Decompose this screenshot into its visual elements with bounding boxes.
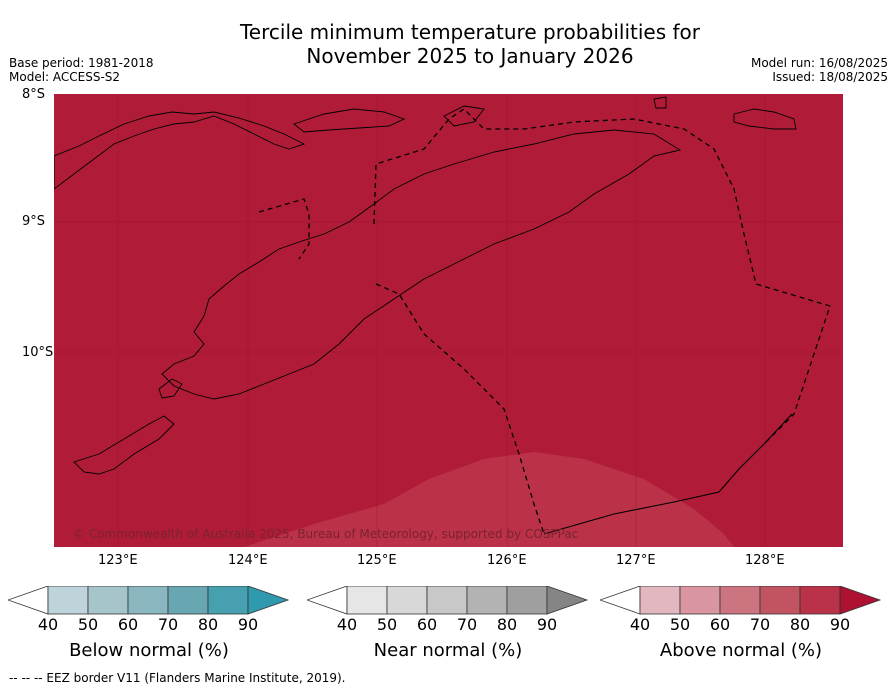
meta-right: Model run: 16/08/2025 Issued: 18/08/2025 (751, 56, 888, 84)
colorbar-near-bin-50-60 (386, 586, 428, 615)
colorbar-below-high-arrow (247, 586, 290, 615)
probability-field-above-80 (244, 452, 734, 547)
colorbar-below-bin-40-50 (47, 586, 89, 615)
probability-field-above-90 (54, 94, 843, 547)
colorbar-below-low-arrow (8, 586, 49, 615)
lon-label-128e: 128°E (745, 553, 785, 568)
eez-border-solid (543, 413, 793, 535)
colorbar-above-bin-60-70 (719, 586, 761, 615)
atauro-island-coastline (443, 105, 485, 127)
colorbar-near-bin-80-90 (506, 586, 548, 615)
colorbar-below-bin-70-80 (167, 586, 209, 615)
lon-label-126e: 126°E (487, 553, 527, 568)
meta-left: Base period: 1981-2018 Model: ACCESS-S2 (9, 56, 154, 84)
lon-label-123e: 123°E (98, 553, 138, 568)
lat-label-10s: 10°S (22, 345, 54, 360)
below-tick-70: 70 (157, 615, 179, 634)
colorbar-near-normal (307, 586, 589, 615)
model-name: Model: ACCESS-S2 (9, 70, 121, 84)
colorbar-above-low-arrow (600, 586, 641, 615)
gridlines (54, 94, 843, 547)
lon-label-127e: 127°E (616, 553, 656, 568)
colorbar-below-bin-60-70 (127, 586, 169, 615)
eez-border-oecusse (258, 198, 310, 260)
colorbar-above-bin-50-60 (679, 586, 721, 615)
rote-island-coastline (73, 415, 175, 475)
colorbar-above-high-arrow (839, 586, 882, 615)
title-line-2: November 2025 to January 2026 (306, 44, 634, 68)
copyright-notice: © Commonwealth of Australia 2025, Bureau… (73, 527, 579, 541)
colorbar-near-high-arrow (546, 586, 589, 615)
colorbar-above-bin-80-90 (799, 586, 841, 615)
lat-label-9s: 9°S (22, 214, 46, 229)
near-tick-60: 60 (416, 615, 438, 634)
below-tick-90: 90 (237, 615, 259, 634)
lon-label-125e: 125°E (357, 553, 397, 568)
colorbar-near-bin-70-80 (466, 586, 508, 615)
colorbar-below-bin-50-60 (87, 586, 129, 615)
near-tick-90: 90 (536, 615, 558, 634)
below-normal-label: Below normal (%) (69, 640, 229, 661)
base-period: Base period: 1981-2018 (9, 56, 154, 70)
semau-island-coastline (158, 378, 183, 399)
title-line-1: Tercile minimum temperature probabilitie… (239, 20, 701, 44)
colorbar-near-bin-60-70 (426, 586, 468, 615)
above-normal-label: Above normal (%) (659, 640, 823, 661)
flores-alor-coastline (53, 111, 306, 190)
eez-footer-note: -- -- -- EEZ border V11 (Flanders Marine… (9, 671, 346, 685)
small-island-coastline (653, 96, 667, 109)
near-tick-70: 70 (456, 615, 478, 634)
eez-border-south (375, 283, 545, 535)
colorbar-below-normal (8, 586, 290, 615)
below-tick-40: 40 (37, 615, 59, 634)
wetar-island-coastline (733, 108, 797, 130)
eez-border-timor-leste (373, 108, 831, 445)
timor-coastline (161, 129, 682, 400)
near-tick-50: 50 (376, 615, 398, 634)
map-title: Tercile minimum temperature probabilitie… (0, 20, 896, 68)
colorbar-below-bin-80-90 (207, 586, 249, 615)
below-tick-80: 80 (197, 615, 219, 634)
above-tick-60: 60 (709, 615, 731, 634)
below-tick-50: 50 (77, 615, 99, 634)
above-tick-80: 80 (789, 615, 811, 634)
lat-label-8s: 8°S (22, 87, 46, 102)
near-tick-40: 40 (336, 615, 358, 634)
alor-island-coastline (293, 108, 406, 133)
near-tick-80: 80 (496, 615, 518, 634)
colorbar-above-bin-40-50 (639, 586, 681, 615)
above-tick-70: 70 (749, 615, 771, 634)
colorbar-above-normal (600, 586, 882, 615)
colorbar-near-bin-40-50 (346, 586, 388, 615)
map-svg (53, 94, 843, 547)
model-run: Model run: 16/08/2025 (750, 56, 888, 70)
below-tick-60: 60 (117, 615, 139, 634)
colorbar-above-bin-70-80 (759, 586, 801, 615)
above-tick-90: 90 (829, 615, 851, 634)
colorbar-near-low-arrow (307, 586, 348, 615)
above-tick-50: 50 (669, 615, 691, 634)
lon-label-124e: 124°E (228, 553, 268, 568)
near-normal-label: Near normal (%) (373, 640, 523, 661)
above-tick-40: 40 (629, 615, 651, 634)
issued-date: Issued: 18/08/2025 (772, 70, 888, 84)
map-panel (53, 94, 843, 547)
